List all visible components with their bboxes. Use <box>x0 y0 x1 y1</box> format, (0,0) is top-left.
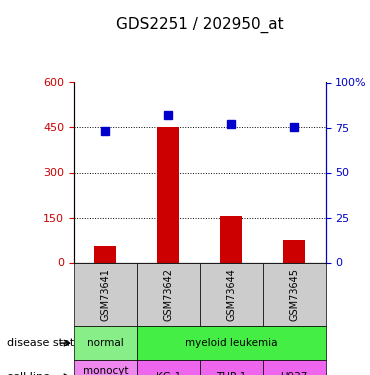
Text: GSM73642: GSM73642 <box>163 268 174 321</box>
Bar <box>157 128 179 262</box>
Text: myeloid leukemia: myeloid leukemia <box>185 338 278 348</box>
Text: cell line: cell line <box>7 372 50 375</box>
Bar <box>283 240 305 262</box>
Text: KG-1: KG-1 <box>156 372 181 375</box>
Text: GSM73644: GSM73644 <box>226 268 236 321</box>
Text: THP-1: THP-1 <box>216 372 246 375</box>
Bar <box>220 216 242 262</box>
Text: monocyt
e: monocyt e <box>83 366 128 375</box>
Text: GDS2251 / 202950_at: GDS2251 / 202950_at <box>116 17 284 33</box>
Text: normal: normal <box>87 338 124 348</box>
Text: U937: U937 <box>280 372 308 375</box>
Text: GSM73645: GSM73645 <box>289 268 299 321</box>
Bar <box>94 246 117 262</box>
Text: GSM73641: GSM73641 <box>100 268 111 321</box>
Text: disease state: disease state <box>7 338 81 348</box>
